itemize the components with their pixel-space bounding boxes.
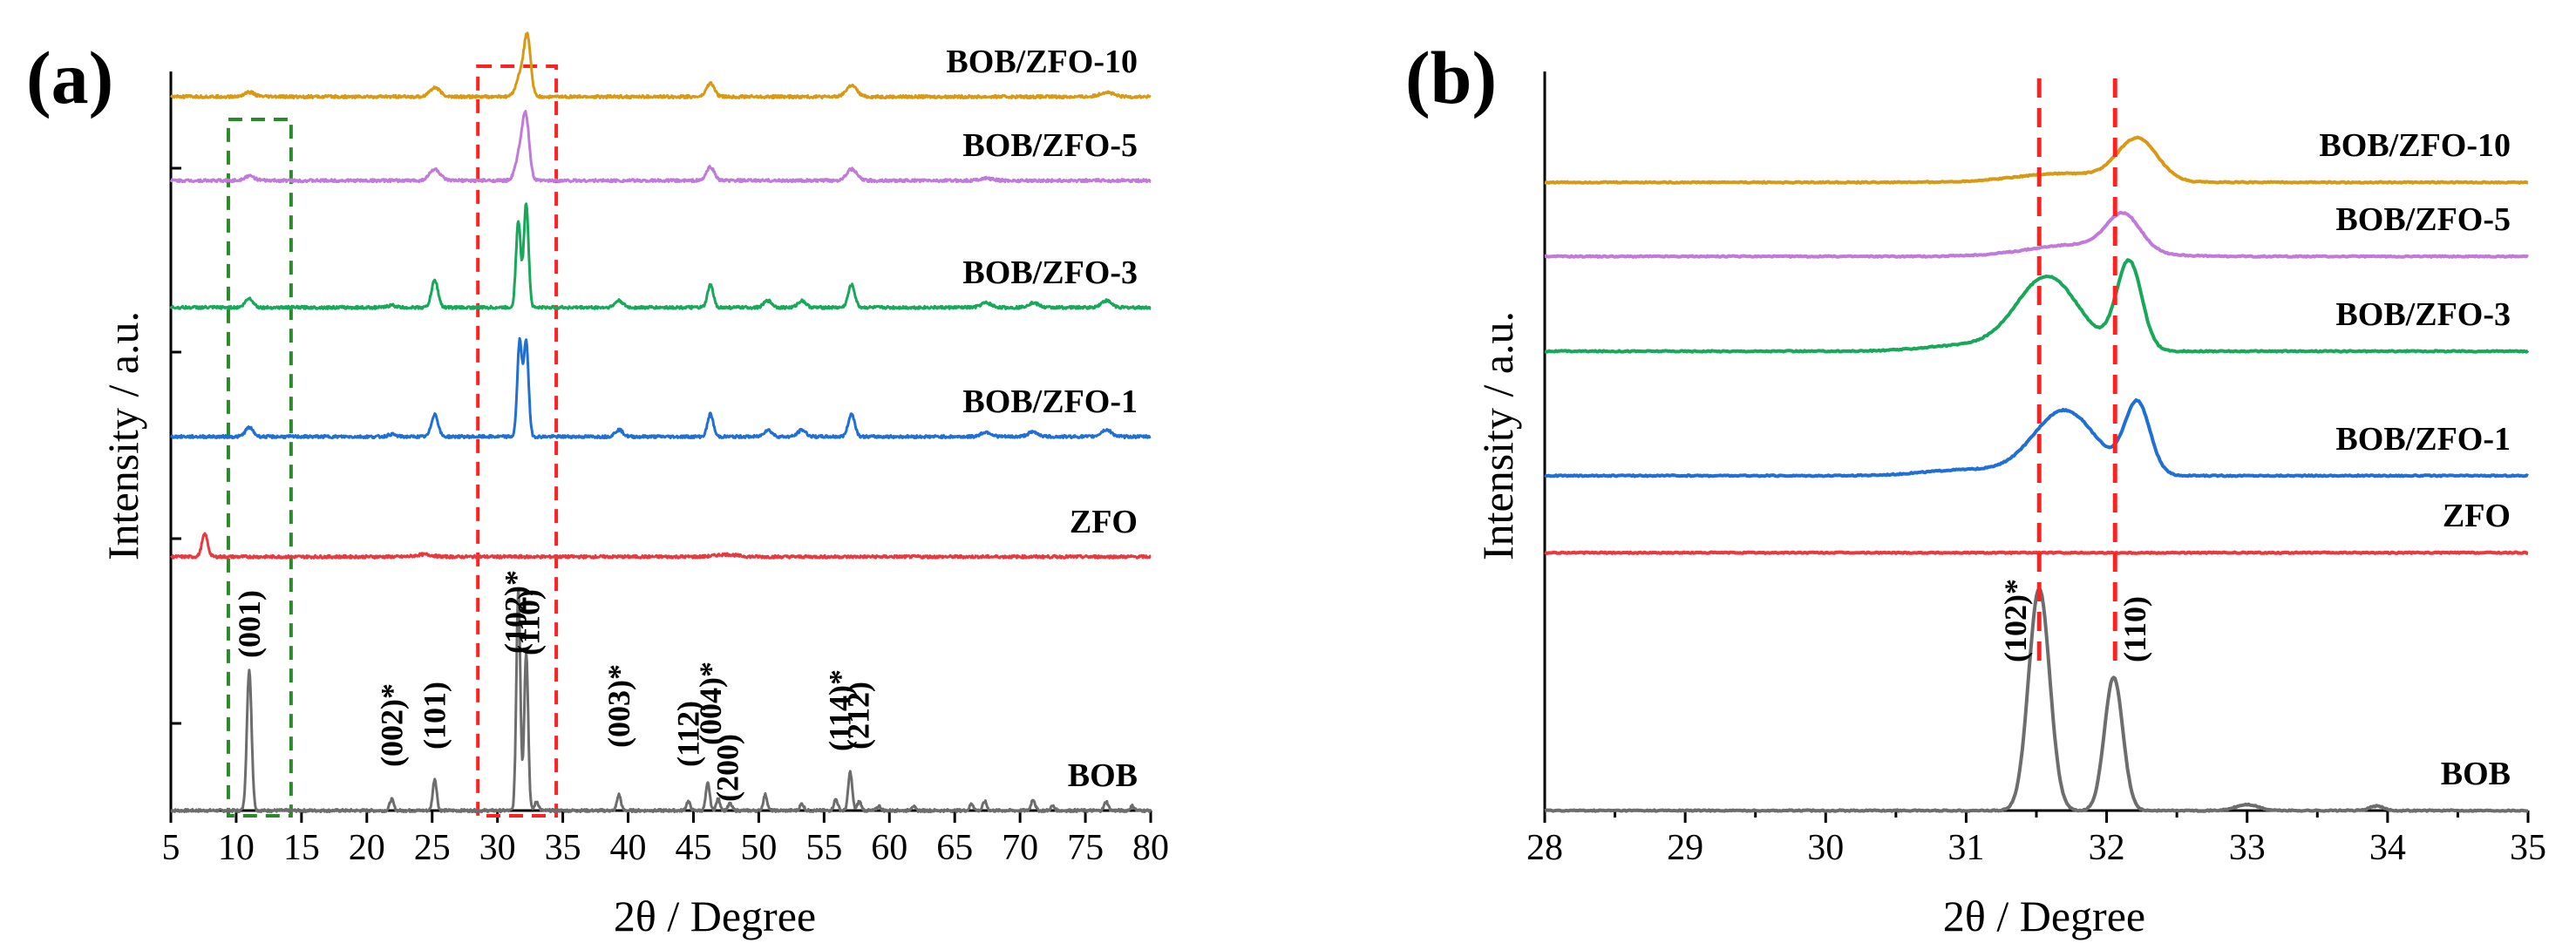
series-label: BOB (1068, 757, 1138, 794)
panel-a-label: (a) (26, 36, 113, 119)
panel-b-label: (b) (1405, 36, 1497, 119)
red-dashed-box (476, 64, 559, 818)
x-tick-label: 29 (1667, 828, 1703, 868)
peak-annotation: (101) (418, 682, 452, 750)
series-label: BOB/ZFO-5 (2335, 201, 2511, 238)
peak-annotation: (110) (2117, 596, 2152, 662)
x-tick-label: 65 (936, 828, 973, 868)
series-label: BOB/ZFO-5 (962, 127, 1138, 164)
x-tick-label: 35 (2510, 828, 2546, 868)
series-line-bob-zfo-1 (169, 336, 1152, 439)
series-line-bob-zfo-10 (170, 31, 1152, 100)
series-line-bob (1544, 587, 2529, 813)
series-line-bob (170, 587, 1152, 814)
panel-b: (b) 28 29 30 31 32 33 34 35 BOB ZFO BOB/ZFO-1 BOB/Z… (1405, 36, 2546, 940)
peak-annotation: (212) (840, 682, 875, 750)
panel-a-plot: 5 10 15 20 25 30 35 40 45 50 55 60 65 70 75 80 BOB ZFO BOB… (162, 31, 1169, 868)
peak-annotation: (114)* (822, 669, 857, 751)
series-label: ZFO (1070, 504, 1138, 540)
x-tick-label: 45 (675, 828, 711, 868)
x-tick-label: 70 (1002, 828, 1038, 868)
series-line-zfo (170, 532, 1152, 560)
series-label: BOB/ZFO-3 (2335, 296, 2511, 333)
peak-annotation: (102)* (499, 570, 534, 654)
x-tick-label: 33 (2229, 828, 2266, 868)
panel-b-plot: 28 29 30 31 32 33 34 35 BOB ZFO BOB/ZFO-1 BOB/ZFO-3… (1526, 71, 2546, 868)
x-tick-label: 25 (414, 828, 451, 868)
x-tick-label: 32 (2089, 828, 2125, 868)
peak-annotation: (102)* (1998, 579, 2033, 662)
panel-b-ylabel: Intensity / a.u. (1473, 311, 1522, 560)
x-tick-label: 75 (1067, 828, 1104, 868)
peak-annotation: (002)* (374, 683, 409, 767)
series-line-bob-zfo-5 (1544, 210, 2529, 259)
x-tick-label: 80 (1132, 828, 1169, 868)
peak-annotation: (200) (710, 734, 744, 802)
x-tick-label: 30 (479, 828, 516, 868)
x-tick-label: 28 (1526, 828, 1563, 868)
x-tick-label: 60 (871, 828, 907, 868)
peak-annotation: (112) (671, 701, 706, 767)
peak-annotation: (001) (232, 590, 267, 658)
x-tick-label: 50 (740, 828, 777, 868)
series-line-bob-zfo-3 (169, 202, 1152, 310)
series-label: BOB (2441, 756, 2511, 792)
series-label: BOB/ZFO-1 (2335, 421, 2511, 458)
x-tick-label: 20 (349, 828, 385, 868)
series-label: BOB/ZFO-1 (962, 383, 1138, 420)
x-tick-label: 15 (283, 828, 320, 868)
series-line-bob-zfo-5 (169, 110, 1152, 184)
series-line-bob-zfo-3 (1544, 258, 2530, 354)
green-dashed-box (226, 118, 293, 818)
series-label: BOB/ZFO-10 (2319, 127, 2511, 164)
x-tick-label: 34 (2369, 828, 2406, 868)
series-line-bob-zfo-1 (1544, 397, 2529, 478)
panel-a-xlabel: 2θ / Degree (614, 892, 816, 940)
x-tick-label: 40 (610, 828, 647, 868)
x-tick-label: 30 (1807, 828, 1844, 868)
panel-b-xlabel: 2θ / Degree (1943, 892, 2145, 940)
peak-annotation: (003)* (602, 664, 636, 748)
series-label: BOB/ZFO-10 (946, 44, 1138, 80)
peak-annotation: (110) (512, 589, 547, 655)
panel-a-ylabel: Intensity / a.u. (99, 311, 147, 560)
x-tick-label: 35 (545, 828, 581, 868)
x-tick-label: 10 (218, 828, 255, 868)
panel-a: (a) 5 10 15 20 25 30 35 40 45 50 55 60 65 70 75 80 BOB ZF… (26, 31, 1169, 940)
peak-annotation: (004)* (693, 662, 728, 745)
x-tick-label: 31 (1947, 828, 1984, 868)
x-tick-label: 55 (805, 828, 842, 868)
series-label: BOB/ZFO-3 (962, 254, 1138, 291)
x-tick-label: 5 (162, 828, 180, 868)
series-label: ZFO (2443, 498, 2511, 534)
series-line-bob-zfo-10 (1544, 135, 2529, 185)
